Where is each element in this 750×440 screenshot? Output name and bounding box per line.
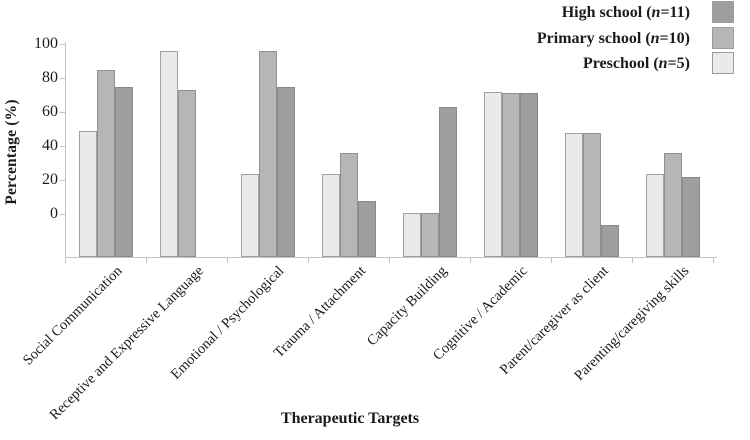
- y-tick-mark: [60, 213, 65, 215]
- legend-item: Preschool (n=5): [476, 52, 736, 76]
- x-tick-mark: [226, 258, 228, 263]
- y-tick-mark: [60, 111, 65, 113]
- bar-preschool: [78, 130, 97, 257]
- bar-primary-school: [177, 90, 196, 257]
- bar-primary-school: [420, 212, 439, 257]
- legend-label: High school (n=11): [561, 4, 690, 21]
- bar-high-school: [600, 224, 619, 257]
- legend-item: Primary school (n=10): [476, 26, 736, 51]
- x-tick-mark: [550, 258, 552, 263]
- x-axis-title: Therapeutic Targets: [280, 410, 420, 427]
- y-tick-mark: [60, 43, 65, 45]
- legend-label: Primary school (n=10): [536, 29, 690, 47]
- y-tick-mark: [60, 179, 65, 181]
- bar-high-school: [519, 93, 538, 257]
- y-tick-label: 20: [42, 171, 58, 189]
- bar-preschool: [645, 173, 664, 257]
- legend-label: Preschool (n=5): [582, 55, 690, 72]
- x-tick-mark: [307, 258, 309, 263]
- bar-high-school: [681, 176, 700, 257]
- legend-swatch: [712, 52, 734, 74]
- bar-high-school: [276, 86, 295, 257]
- x-tick-mark: [469, 258, 471, 263]
- bar-primary-school: [258, 50, 277, 257]
- bar-high-school: [114, 86, 133, 257]
- bar-preschool: [159, 50, 178, 257]
- bar-primary-school: [339, 153, 358, 257]
- y-tick-label: 40: [42, 137, 58, 155]
- category-label: Trauma / Attachment: [270, 263, 369, 362]
- y-tick-label: 60: [42, 103, 58, 121]
- bar-preschool: [564, 132, 583, 257]
- bar-high-school: [438, 107, 457, 257]
- x-axis-line: [65, 257, 717, 258]
- bar-preschool: [402, 212, 421, 257]
- bar-preschool: [240, 173, 259, 257]
- y-tick-label: 100: [34, 35, 58, 52]
- bar-preschool: [321, 173, 340, 257]
- y-tick-mark: [60, 77, 65, 79]
- bar-primary-school: [663, 153, 682, 257]
- bar-high-school: [357, 200, 376, 257]
- legend-swatch: [712, 26, 734, 49]
- y-tick-label: 80: [42, 69, 58, 87]
- y-tick-label: 0: [50, 205, 58, 223]
- x-tick-mark: [631, 258, 633, 263]
- x-tick-mark: [64, 258, 66, 263]
- legend-item: High school (n=11): [476, 1, 736, 25]
- bar-primary-school: [582, 132, 601, 257]
- x-tick-mark: [145, 258, 147, 263]
- category-label: Receptive and Expressive Language: [46, 263, 207, 424]
- bar-preschool: [483, 91, 502, 257]
- category-label: Capacity Building: [363, 263, 450, 350]
- y-axis-line: [65, 42, 66, 258]
- bar-primary-school: [96, 69, 115, 257]
- y-tick-mark: [60, 145, 65, 147]
- x-tick-mark: [712, 258, 714, 263]
- bar-primary-school: [501, 93, 520, 257]
- legend-swatch: [712, 1, 734, 23]
- x-tick-mark: [388, 258, 390, 263]
